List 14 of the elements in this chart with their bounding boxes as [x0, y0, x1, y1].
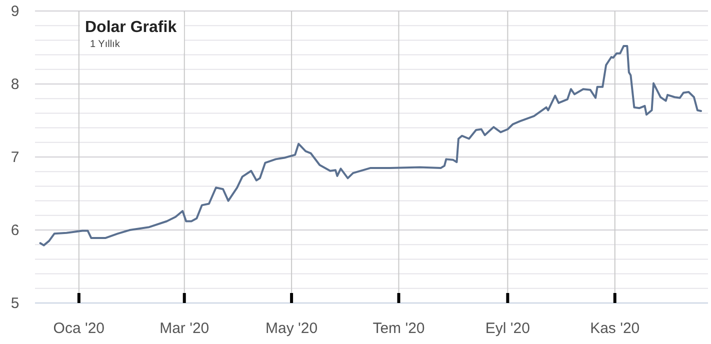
- x-tick-label: May '20: [266, 320, 318, 337]
- x-tick-label: Eyl '20: [485, 320, 530, 337]
- y-tick-label: 7: [10, 149, 20, 166]
- x-tick-label: Oca '20: [53, 320, 105, 337]
- x-tick-label: Tem '20: [372, 320, 425, 337]
- x-tick-label: Mar '20: [160, 320, 210, 337]
- x-tick-label: Kas '20: [590, 320, 640, 337]
- y-tick-label: 5: [10, 295, 20, 312]
- text: 1 Yıllık: [90, 39, 121, 50]
- y-tick-label: 6: [10, 222, 20, 239]
- y-tick-label: 8: [10, 76, 20, 93]
- y-tick-label: 9: [10, 3, 20, 20]
- line-series: [39, 45, 702, 246]
- text: Dolar Grafik: [85, 19, 177, 36]
